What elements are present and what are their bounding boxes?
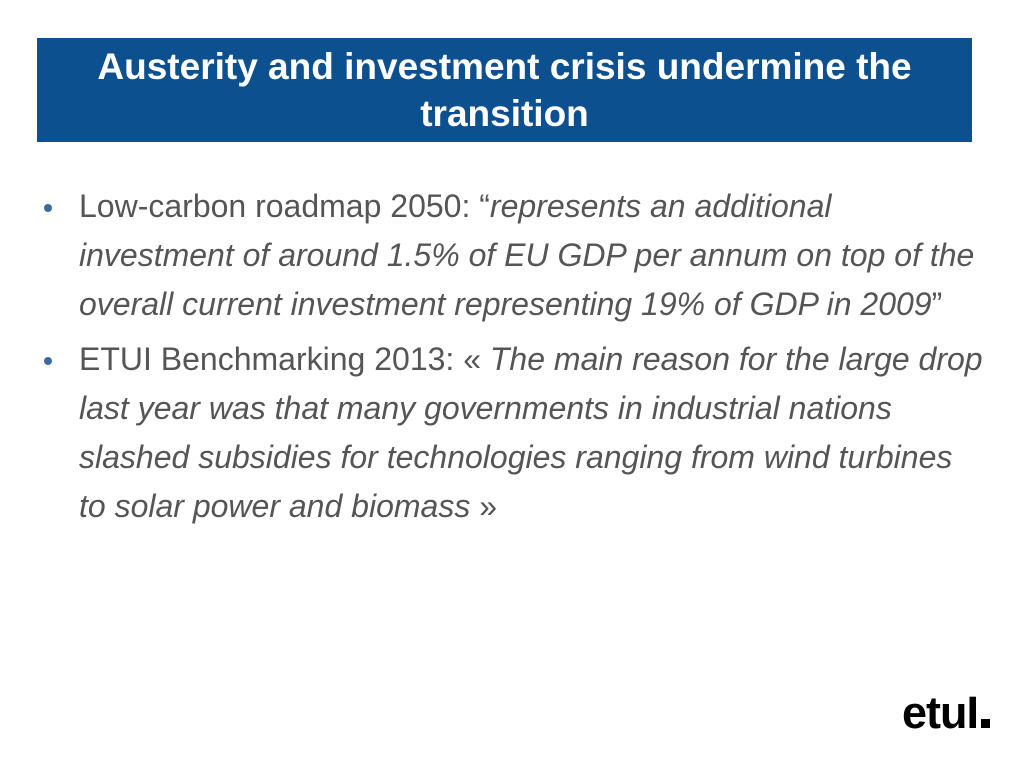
logo-text: etuI: [901, 687, 979, 738]
slide-body: Low-carbon roadmap 2050: “represents an …: [0, 182, 1024, 537]
bullet-lead: Low-carbon roadmap 2050: “: [79, 188, 490, 224]
bullet-dot-icon: [44, 204, 52, 212]
bullet-tail: »: [470, 488, 497, 524]
bullet-lead: ETUI Benchmarking 2013: «: [79, 341, 490, 377]
bullet-dot-icon: [44, 357, 52, 365]
bullet-item: Low-carbon roadmap 2050: “represents an …: [0, 182, 1024, 329]
bullet-quote: The main reason for the large drop last …: [79, 341, 983, 524]
logo-dot-icon: [981, 719, 990, 728]
slide-title: Austerity and investment crisis undermin…: [97, 46, 912, 134]
bullet-quote: represents an additional investment of a…: [79, 188, 975, 322]
bullet-item: ETUI Benchmarking 2013: « The main reaso…: [0, 335, 1024, 531]
bullet-tail: ”: [931, 286, 943, 322]
bullet-list: Low-carbon roadmap 2050: “represents an …: [0, 182, 1024, 531]
title-banner: Austerity and investment crisis undermin…: [37, 38, 972, 142]
etui-logo: etuI: [902, 690, 990, 735]
